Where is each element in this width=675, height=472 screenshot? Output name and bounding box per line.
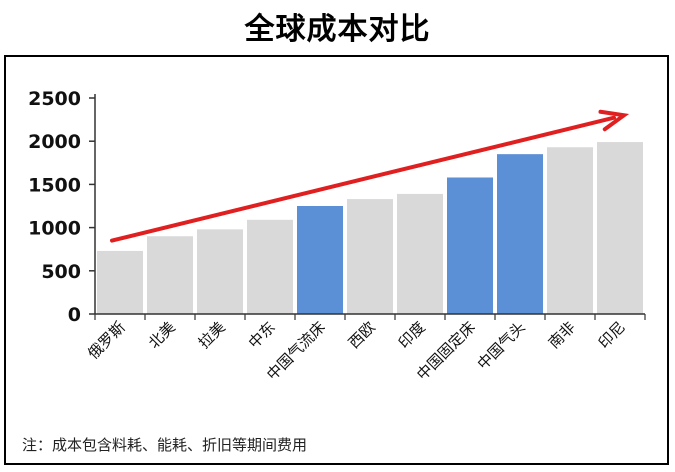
trend-arrow-head (598, 109, 630, 132)
bar-5 (347, 199, 393, 314)
x-tick-label: 北美 (145, 318, 179, 352)
bar-0 (97, 250, 143, 314)
y-tick-label: 2500 (28, 88, 81, 110)
x-tick-label: 俄罗斯 (84, 318, 129, 363)
bar-2 (197, 229, 243, 314)
trend-arrow-line (110, 115, 616, 243)
y-tick-label: 1500 (28, 174, 81, 196)
x-tick-label: 印尼 (595, 318, 629, 352)
footnote: 注：成本包含料耗、能耗、折旧等期间费用 (22, 436, 308, 454)
y-tick-label: 0 (68, 304, 81, 326)
bar-10 (597, 142, 643, 314)
bar-7 (447, 177, 493, 314)
y-tick-label: 1000 (28, 218, 81, 240)
x-tick-label: 南非 (545, 318, 579, 352)
x-tick-label: 中东 (245, 318, 279, 352)
x-tick-label: 中国气头 (474, 318, 529, 373)
bar-1 (147, 236, 193, 314)
bar-6 (397, 193, 443, 314)
y-tick-label: 2000 (28, 131, 81, 153)
x-tick-label: 西欧 (345, 318, 379, 352)
bar-4 (297, 206, 343, 314)
bar-8 (497, 154, 543, 314)
bar-9 (547, 147, 593, 314)
x-tick-label: 印度 (395, 318, 429, 352)
chart-title: 全球成本对比 (244, 12, 431, 47)
bar-3 (247, 219, 293, 314)
x-tick-label: 拉美 (195, 318, 229, 352)
y-tick-label: 500 (41, 261, 81, 283)
